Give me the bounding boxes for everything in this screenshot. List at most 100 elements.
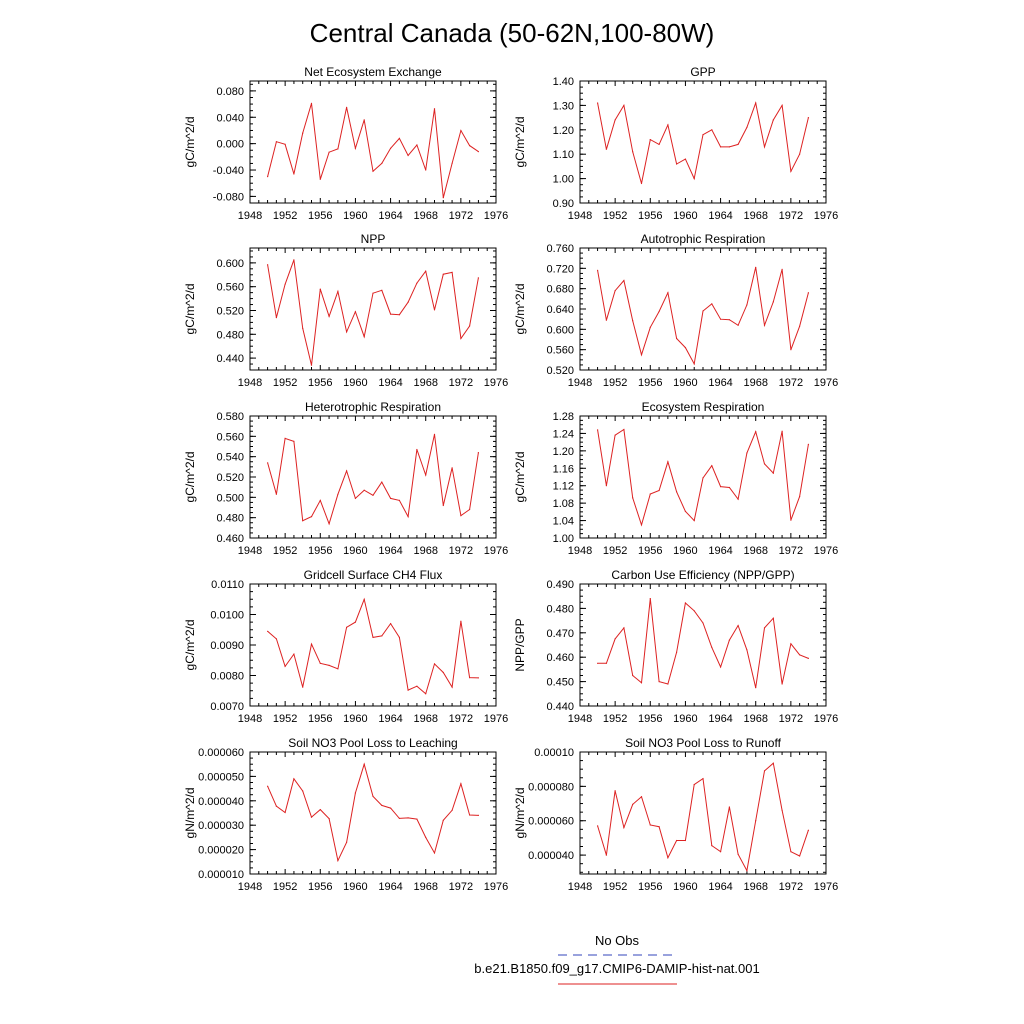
x-tick-label: 1956: [638, 881, 662, 893]
y-axis-label: gC/m^2/d: [183, 284, 197, 335]
data-point: [640, 524, 643, 526]
x-tick-label: 1960: [673, 545, 697, 557]
data-point: [469, 325, 471, 327]
data-point: [693, 363, 695, 365]
data-point: [790, 349, 792, 351]
y-tick-label: 0.00010: [534, 747, 574, 759]
data-point: [728, 319, 731, 321]
data-point: [442, 819, 444, 821]
data-point: [790, 851, 792, 853]
data-point: [302, 686, 304, 688]
data-point: [772, 617, 774, 619]
series-line: [597, 267, 809, 366]
x-tick-label: 1976: [484, 210, 508, 222]
y-tick-label: 0.450: [546, 677, 574, 689]
data-point: [728, 486, 731, 489]
x-tick-label: 1964: [708, 210, 732, 222]
y-tick-label: 0.500: [216, 492, 244, 504]
data-point: [720, 851, 722, 853]
data-point: [346, 470, 348, 472]
x-tick-label: 1956: [308, 377, 332, 389]
data-point: [328, 818, 330, 820]
data-point: [755, 102, 757, 104]
data-point: [684, 602, 687, 604]
y-tick-label: 0.440: [546, 701, 574, 713]
data-point: [328, 523, 330, 525]
data-point: [781, 430, 783, 432]
x-tick-label: 1960: [343, 881, 367, 893]
x-tick-label: 1956: [638, 210, 662, 222]
x-tick-label: 1964: [378, 210, 402, 222]
data-point: [433, 852, 436, 854]
x-tick-label: 1948: [568, 210, 592, 222]
data-point: [676, 651, 678, 653]
y-tick-label: 0.000: [216, 139, 244, 151]
data-point: [614, 290, 616, 292]
x-tick-label: 1952: [273, 713, 297, 725]
legend-label: No Obs: [595, 933, 640, 948]
x-tick-label: 1968: [413, 713, 437, 725]
x-tick-label: 1968: [743, 545, 767, 557]
data-point: [649, 824, 651, 826]
data-point: [469, 145, 471, 147]
data-point: [477, 151, 479, 153]
panel-title: GPP: [690, 65, 715, 79]
data-point: [398, 817, 400, 820]
y-tick-label: -0.080: [213, 191, 244, 203]
panel-title: Ecosystem Respiration: [642, 400, 765, 414]
y-tick-label: 0.560: [546, 345, 574, 357]
data-point: [781, 683, 783, 685]
data-point: [799, 153, 801, 155]
data-point: [684, 158, 687, 160]
data-point: [720, 486, 722, 488]
y-tick-label: 0.440: [216, 353, 244, 365]
data-point: [390, 623, 392, 625]
x-tick-label: 1952: [603, 545, 627, 557]
data-point: [728, 806, 731, 808]
data-point: [346, 626, 348, 628]
data-point: [460, 620, 462, 622]
data-point: [302, 327, 304, 329]
data-point: [658, 681, 660, 683]
data-point: [623, 104, 625, 106]
x-tick-label: 1964: [708, 881, 732, 893]
data-point: [746, 452, 748, 454]
x-tick-label: 1956: [308, 545, 332, 557]
y-tick-label: 1.24: [553, 428, 574, 440]
data-point: [302, 132, 304, 134]
x-tick-label: 1972: [779, 545, 803, 557]
data-point: [293, 173, 295, 175]
x-tick-label: 1956: [308, 881, 332, 893]
series-line: [267, 103, 479, 198]
y-axis-label: gN/m^2/d: [183, 788, 197, 839]
data-point: [614, 790, 616, 792]
data-point: [597, 662, 599, 664]
y-tick-label: 0.520: [216, 472, 244, 484]
y-tick-label: 0.680: [546, 284, 574, 296]
data-point: [772, 301, 774, 303]
data-point: [310, 816, 313, 818]
x-tick-label: 1952: [603, 881, 627, 893]
data-point: [597, 825, 599, 827]
data-point: [407, 817, 409, 819]
y-tick-label: 0.90: [553, 198, 574, 210]
x-tick-label: 1960: [343, 545, 367, 557]
y-tick-label: 0.000030: [198, 820, 244, 832]
panel-7: Gridcell Surface CH4 Flux 1948 1952 1956 196…: [183, 568, 508, 725]
x-tick-label: 1972: [449, 210, 473, 222]
data-point: [425, 270, 427, 272]
data-point: [451, 467, 453, 469]
data-point: [267, 630, 269, 632]
x-tick-label: 1976: [814, 377, 838, 389]
data-point: [337, 493, 339, 495]
data-point: [442, 273, 444, 275]
data-point: [772, 119, 774, 121]
data-point: [433, 663, 436, 665]
data-point: [451, 162, 453, 164]
data-point: [407, 689, 409, 691]
data-point: [807, 117, 810, 119]
y-tick-label: 0.460: [546, 652, 574, 664]
y-tick-label: 0.580: [216, 411, 244, 423]
y-tick-label: 1.00: [553, 533, 574, 545]
data-point: [772, 472, 774, 474]
